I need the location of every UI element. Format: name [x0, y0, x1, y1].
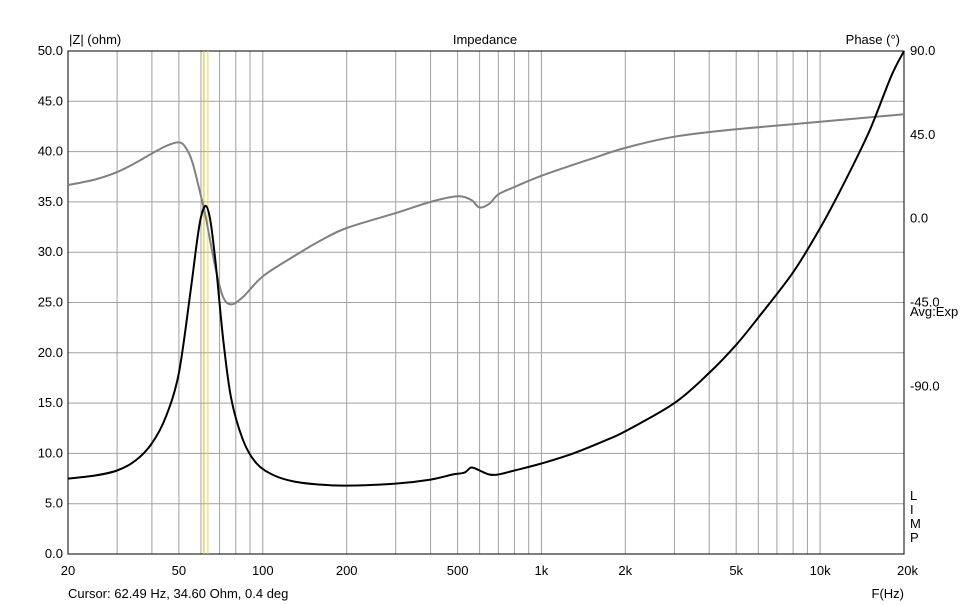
right-axis-tick-labels: 90.0 45.0 0.0 -45.0 -90.0 — [910, 43, 940, 393]
x-tick-label: 20 — [61, 563, 75, 578]
x-tick-label: 50 — [172, 563, 186, 578]
phase-tick-label: 0.0 — [910, 211, 928, 226]
x-tick-label: 5k — [729, 563, 743, 578]
y-tick-label: 45.0 — [38, 93, 63, 108]
x-tick-label: 500 — [447, 563, 469, 578]
averaging-note: Avg:Exp — [910, 304, 958, 319]
y-tick-label: 40.0 — [38, 144, 63, 159]
y-tick-label: 30.0 — [38, 244, 63, 259]
phase-tick-label: -90.0 — [910, 378, 940, 393]
left-axis-tick-labels: 0.0 5.0 10.0 15.0 20.0 25.0 30.0 35.0 40.0 45.0 50… — [38, 43, 63, 561]
x-axis-label: F(Hz) — [872, 586, 905, 601]
x-tick-label: 100 — [252, 563, 274, 578]
side-letter-i: I — [910, 502, 914, 517]
x-axis-tick-labels: 20 50 100 200 500 1k 2k 5k 10k 20k — [61, 563, 919, 578]
y-tick-label: 20.0 — [38, 345, 63, 360]
side-letters: L I M P — [910, 488, 921, 545]
phase-tick-label: 90.0 — [910, 43, 935, 58]
y-tick-label: 25.0 — [38, 295, 63, 310]
side-letter-p: P — [910, 530, 919, 545]
x-tick-label: 20k — [897, 563, 918, 578]
y-tick-label: 35.0 — [38, 194, 63, 209]
grid — [68, 51, 904, 554]
x-tick-label: 200 — [336, 563, 358, 578]
plot-frame — [67, 50, 905, 555]
y-tick-label: 5.0 — [45, 496, 63, 511]
x-tick-label: 1k — [535, 563, 549, 578]
chart-title: Impedance — [453, 32, 517, 47]
side-letter-l: L — [910, 488, 917, 503]
right-axis-label: Phase (°) — [846, 32, 900, 47]
phase-curve — [67, 113, 905, 306]
y-tick-label: 10.0 — [38, 445, 63, 460]
side-letter-m: M — [910, 516, 921, 531]
y-tick-label: 0.0 — [45, 546, 63, 561]
left-axis-label: |Z| (ohm) — [69, 32, 121, 47]
y-tick-label: 15.0 — [38, 395, 63, 410]
x-tick-label: 10k — [810, 563, 831, 578]
phase-tick-label: 45.0 — [910, 127, 935, 142]
x-tick-label: 2k — [618, 563, 632, 578]
impedance-curve — [67, 50, 905, 487]
y-tick-label: 50.0 — [38, 43, 63, 58]
phase-tick-label: -45.0 — [910, 295, 940, 310]
cursor-readout: Cursor: 62.49 Hz, 34.60 Ohm, 0.4 deg — [68, 586, 288, 601]
